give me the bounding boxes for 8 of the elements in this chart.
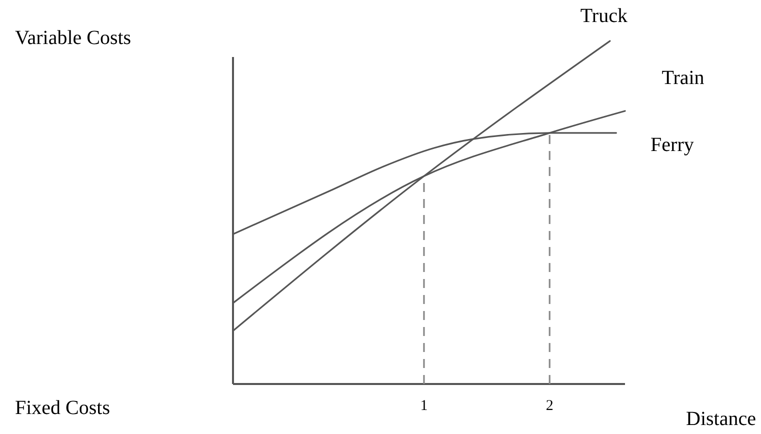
x-tick-label: 1: [420, 398, 428, 414]
text: Variable Costs: [15, 27, 132, 49]
x-axis-title: Distance: [686, 408, 756, 430]
series-label: Ferry: [650, 134, 694, 156]
x-tick-label: 2: [546, 398, 554, 414]
series-label: Truck: [580, 5, 628, 27]
text: Fixed Costs: [15, 397, 110, 419]
text: Train: [662, 66, 704, 89]
